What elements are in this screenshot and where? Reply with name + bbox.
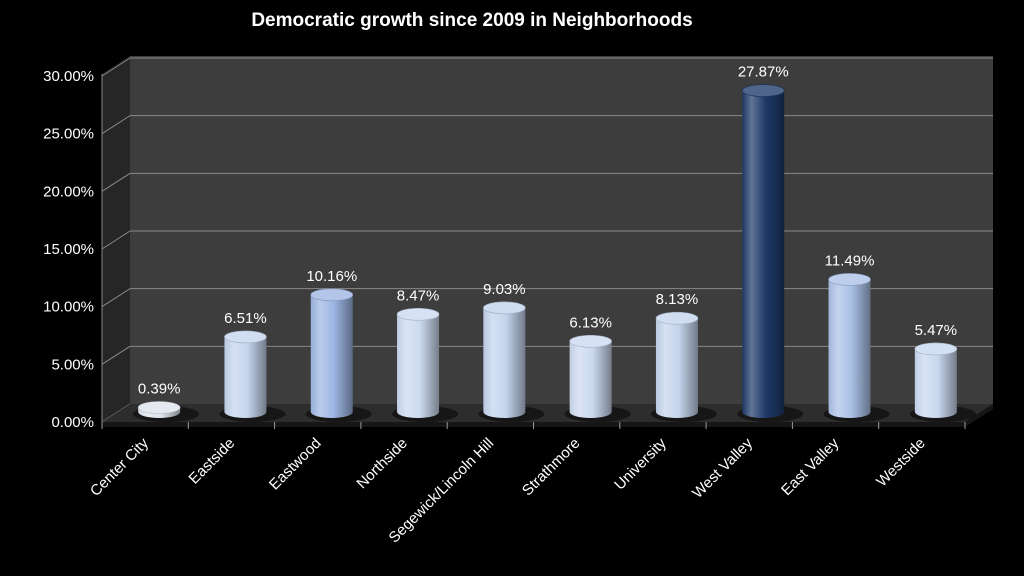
- chart-title: Democratic growth since 2009 in Neighbor…: [251, 10, 693, 31]
- x-axis-category-label: Eastwood: [266, 435, 325, 494]
- x-axis-category-label: Center City: [87, 434, 152, 499]
- floor-right-edge: [965, 404, 993, 427]
- bar-top-cap: [483, 301, 526, 315]
- bar-value-label: 8.13%: [656, 291, 699, 308]
- bar-segewick-lincoln-hill: [483, 307, 526, 418]
- bar-value-label: 6.13%: [569, 314, 612, 331]
- bar-westside: [914, 348, 957, 419]
- gridline-side: [101, 57, 131, 77]
- bar-strathmore: [569, 341, 612, 419]
- chart-side-wall: [102, 56, 130, 422]
- bar-top-cap: [655, 311, 699, 325]
- bar-value-label: 6.51%: [224, 310, 267, 327]
- gridline-side: [101, 345, 131, 365]
- gridline-side: [101, 230, 131, 250]
- bar-top-cap: [741, 84, 785, 97]
- bar-top-cap: [310, 288, 354, 302]
- bar-university: [655, 318, 698, 418]
- y-axis-tick-label: 10.00%: [43, 299, 94, 316]
- gridline-side: [101, 172, 131, 192]
- bar-value-label: 8.47%: [397, 287, 440, 304]
- bar-east-valley: [828, 279, 871, 419]
- y-axis-tick-label: 5.00%: [51, 356, 94, 373]
- x-axis-category-label: Strathmore: [519, 435, 583, 499]
- gridline-side: [101, 288, 131, 308]
- y-axis-tick-label: 0.00%: [51, 414, 94, 431]
- bar-top-cap: [828, 273, 871, 286]
- bar-eastwood: [310, 294, 353, 419]
- bar-top-cap: [396, 308, 440, 321]
- x-axis-category-label: Westside: [873, 435, 928, 490]
- gridline-side: [101, 115, 131, 135]
- bar-top-cap: [137, 401, 181, 414]
- bar-northside: [397, 314, 440, 419]
- y-axis-tick-label: 30.00%: [43, 68, 94, 85]
- bar-top-cap: [224, 330, 267, 344]
- x-axis-category-label: University: [611, 434, 670, 493]
- x-axis-category-label: Northside: [353, 435, 410, 492]
- x-axis-category-label: West Valley: [689, 434, 756, 501]
- bar-value-label: 9.03%: [483, 281, 526, 298]
- x-axis-category-label: Eastside: [186, 435, 239, 488]
- bar-value-label: 27.87%: [738, 64, 789, 81]
- bar-west-valley: [742, 90, 785, 419]
- x-axis-category-label: East Valley: [778, 434, 843, 499]
- bar-top-cap: [914, 342, 958, 356]
- bar-value-label: 5.47%: [915, 322, 958, 339]
- y-axis-tick-label: 15.00%: [43, 241, 94, 258]
- bar-eastside: [224, 336, 267, 418]
- bar-top-cap: [569, 335, 612, 348]
- bar-value-label: 0.39%: [138, 381, 181, 398]
- y-axis-tick-label: 25.00%: [43, 126, 94, 143]
- bar-value-label: 10.16%: [306, 268, 357, 285]
- bar-value-label: 11.49%: [825, 252, 875, 269]
- y-axis-tick-label: 20.00%: [43, 183, 94, 200]
